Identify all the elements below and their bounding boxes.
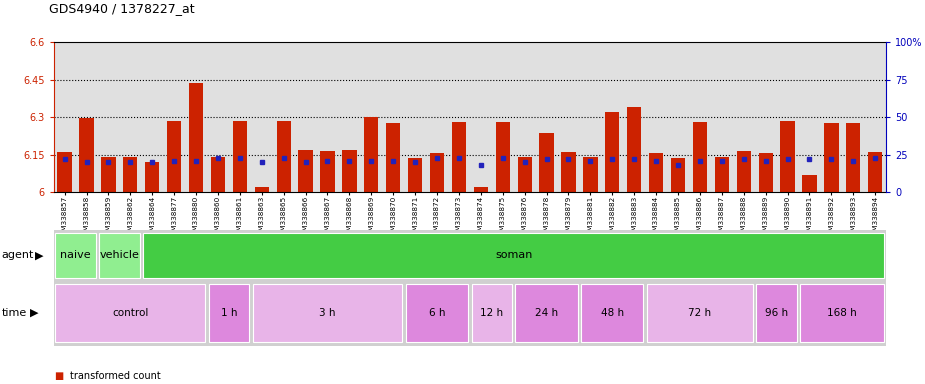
Text: 24 h: 24 h [535, 308, 558, 318]
Bar [254, 187, 269, 192]
Text: naive: naive [60, 250, 91, 260]
Bar [143, 233, 884, 278]
Bar [145, 162, 159, 192]
Bar [846, 123, 860, 192]
Bar [364, 117, 378, 192]
Text: ▶: ▶ [30, 308, 38, 318]
Bar [581, 283, 644, 343]
Bar [561, 152, 575, 192]
Bar [715, 157, 729, 192]
Bar [189, 83, 204, 192]
Bar [57, 152, 72, 192]
Bar [80, 118, 93, 192]
Bar [386, 123, 401, 192]
Bar [802, 174, 817, 192]
Text: vehicle: vehicle [99, 250, 140, 260]
Bar [584, 157, 598, 192]
Bar [758, 153, 772, 192]
Bar [800, 283, 884, 343]
Text: time: time [2, 308, 27, 318]
Bar [868, 152, 882, 192]
Bar [211, 157, 225, 192]
Bar [408, 158, 422, 192]
Bar [209, 283, 249, 343]
Bar [167, 121, 181, 192]
Text: 168 h: 168 h [828, 308, 857, 318]
Bar [56, 283, 205, 343]
Text: 48 h: 48 h [600, 308, 623, 318]
Bar [320, 151, 335, 192]
Text: 6 h: 6 h [429, 308, 445, 318]
Bar [539, 133, 554, 192]
Bar [56, 233, 95, 278]
Text: transformed count: transformed count [70, 371, 161, 381]
Bar [253, 283, 402, 343]
Bar [472, 283, 512, 343]
Bar [99, 233, 140, 278]
Text: 3 h: 3 h [319, 308, 336, 318]
Text: ■: ■ [54, 371, 63, 381]
Bar [824, 123, 838, 192]
Text: GDS4940 / 1378227_at: GDS4940 / 1378227_at [49, 2, 194, 15]
Bar [649, 153, 663, 192]
Text: 12 h: 12 h [480, 308, 503, 318]
Bar [233, 121, 247, 192]
Text: ▶: ▶ [35, 250, 43, 260]
Bar [515, 283, 578, 343]
Bar [474, 187, 488, 192]
Text: soman: soman [495, 250, 533, 260]
Bar [518, 157, 532, 192]
Text: 1 h: 1 h [221, 308, 237, 318]
Bar [406, 283, 468, 343]
Bar [123, 157, 138, 192]
Bar [671, 158, 685, 192]
Bar [605, 112, 620, 192]
Bar [342, 149, 356, 192]
Bar [736, 151, 751, 192]
Bar [781, 121, 795, 192]
Bar [757, 283, 796, 343]
Bar [430, 153, 444, 192]
Bar [647, 283, 753, 343]
Bar [627, 107, 641, 192]
Bar [277, 121, 290, 192]
Text: agent: agent [2, 250, 34, 260]
Text: 72 h: 72 h [688, 308, 711, 318]
Bar [693, 122, 707, 192]
Bar [102, 157, 116, 192]
Text: control: control [112, 308, 149, 318]
Bar [496, 122, 510, 192]
Text: 96 h: 96 h [765, 308, 788, 318]
Bar [451, 122, 466, 192]
Bar [299, 149, 313, 192]
